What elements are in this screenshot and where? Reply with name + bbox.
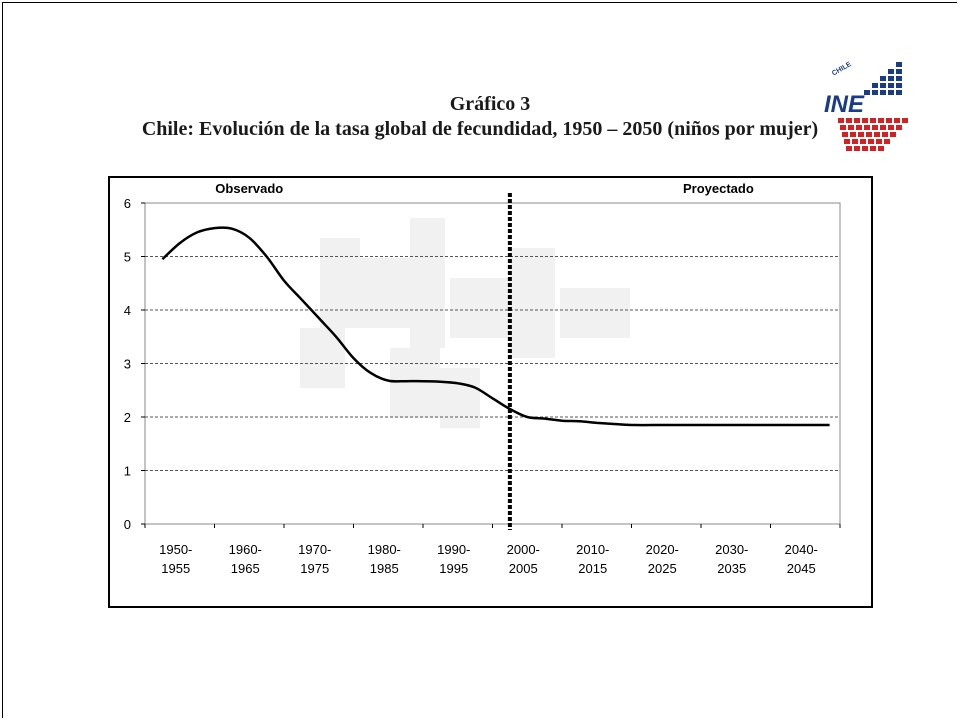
logo-red-cell: [862, 118, 868, 123]
x-tick-label: 2025: [648, 561, 677, 576]
logo-red-cell: [872, 125, 878, 130]
logo-red-cell: [902, 118, 908, 123]
y-tick-label: 6: [124, 196, 131, 211]
logo-red-cell: [878, 118, 884, 123]
watermark-block: [320, 238, 360, 328]
x-tick-label: 1950-: [159, 542, 192, 557]
logo-red-cell: [854, 118, 860, 123]
logo-red-cell: [882, 132, 888, 137]
logo-red-cell: [870, 146, 876, 151]
logo-red-cell: [858, 132, 864, 137]
y-tick-label: 3: [124, 357, 131, 372]
x-tick-label: 1995: [439, 561, 468, 576]
logo-red-cell: [838, 118, 844, 123]
logo-blue-cell: [888, 76, 894, 81]
logo-blue-cell: [888, 83, 894, 88]
logo-blue-cell: [896, 90, 902, 95]
logo-blue-cell: [880, 83, 886, 88]
watermark-block: [560, 288, 630, 338]
logo-red-cell: [854, 146, 860, 151]
x-tick-label: 2035: [717, 561, 746, 576]
logo-red-cell: [846, 118, 852, 123]
y-tick-label: 1: [124, 464, 131, 479]
logo-blue-cell: [880, 90, 886, 95]
watermark-block: [440, 368, 480, 428]
logo-red-cell: [840, 125, 846, 130]
logo-red-cell: [844, 139, 850, 144]
x-tick-label: 1960-: [229, 542, 262, 557]
x-tick-label: 2045: [787, 561, 816, 576]
logo-blue-cell: [896, 69, 902, 74]
logo-red-cell: [874, 132, 880, 137]
logo-red-cell: [868, 139, 874, 144]
logo-red-cell: [888, 125, 894, 130]
watermark-block: [410, 218, 445, 348]
watermark-block: [450, 278, 510, 338]
x-tick-label: 1980-: [368, 542, 401, 557]
logo-red-cell: [866, 132, 872, 137]
logo-country-text: CHILE: [831, 61, 853, 78]
region-label: Proyectado: [683, 181, 754, 196]
y-tick-label: 5: [124, 250, 131, 265]
x-tick-label: 1965: [231, 561, 260, 576]
logo-blue-cell: [880, 76, 886, 81]
logo-blue-cell: [896, 76, 902, 81]
logo-red-cell: [886, 118, 892, 123]
y-tick-label: 2: [124, 410, 131, 425]
x-tick-label: 2020-: [646, 542, 679, 557]
x-tick-label: 2040-: [785, 542, 818, 557]
x-tick-label: 2000-: [507, 542, 540, 557]
logo-blue-cell: [896, 62, 902, 67]
logo-blue-cell: [888, 69, 894, 74]
ine-logo: CHILE INE: [824, 61, 908, 151]
watermark-block: [300, 328, 345, 388]
series-line: [161, 226, 830, 427]
watermark-block: [390, 348, 440, 418]
watermark-block: [510, 248, 555, 358]
x-tick-label: 1975: [300, 561, 329, 576]
chart-title-block: Gráfico 3 Chile: Evolución de la tasa gl…: [0, 92, 960, 141]
logo-blue-cell: [872, 83, 878, 88]
logo-blue-cell: [896, 83, 902, 88]
logo-red-cell: [852, 139, 858, 144]
x-tick-label: 1955: [161, 561, 190, 576]
logo-blue-cell: [888, 90, 894, 95]
logo-red-cell: [862, 146, 868, 151]
logo-red-cell: [870, 118, 876, 123]
y-tick-label: 4: [124, 303, 131, 318]
logo-red-cell: [884, 139, 890, 144]
chart-svg: 0 1 2 3 4 5 6 1950- 1955 1960- 1965 1970- 1975 1980- 1…: [124, 181, 841, 576]
logo-red-cell: [846, 146, 852, 151]
logo-red-cell: [850, 132, 856, 137]
logo-red-cell: [842, 132, 848, 137]
logo-grid-icon: [838, 62, 908, 151]
logo-blue-cell: [872, 90, 878, 95]
logo-red-cell: [880, 125, 886, 130]
chart-title: Gráfico 3: [449, 93, 531, 115]
region-label: Observado: [215, 181, 283, 196]
x-tick-label: 2005: [509, 561, 538, 576]
watermark-block: [360, 258, 415, 328]
logo-red-cell: [864, 125, 870, 130]
x-tick-label: 1985: [370, 561, 399, 576]
chart-subtitle: Chile: Evolución de la tasa global de fe…: [141, 118, 819, 140]
logo-red-cell: [896, 125, 902, 130]
logo-red-cell: [894, 118, 900, 123]
logo-red-cell: [890, 132, 896, 137]
x-tick-label: 1970-: [298, 542, 331, 557]
logo-red-cell: [860, 139, 866, 144]
x-tick-label: 2030-: [715, 542, 748, 557]
logo-red-cell: [876, 139, 882, 144]
x-tick-label: 2010-: [576, 542, 609, 557]
x-tick-label: 2015: [578, 561, 607, 576]
logo-blue-cell: [864, 90, 870, 95]
logo-red-cell: [878, 146, 884, 151]
chart-container: 0 1 2 3 4 5 6 1950- 1955 1960- 1965 1970- 1975 1980- 1…: [108, 176, 873, 608]
logo-text: INE: [824, 91, 865, 118]
y-tick-label: 0: [124, 517, 131, 532]
logo-red-cell: [856, 125, 862, 130]
x-tick-label: 1990-: [437, 542, 470, 557]
logo-red-cell: [848, 125, 854, 130]
